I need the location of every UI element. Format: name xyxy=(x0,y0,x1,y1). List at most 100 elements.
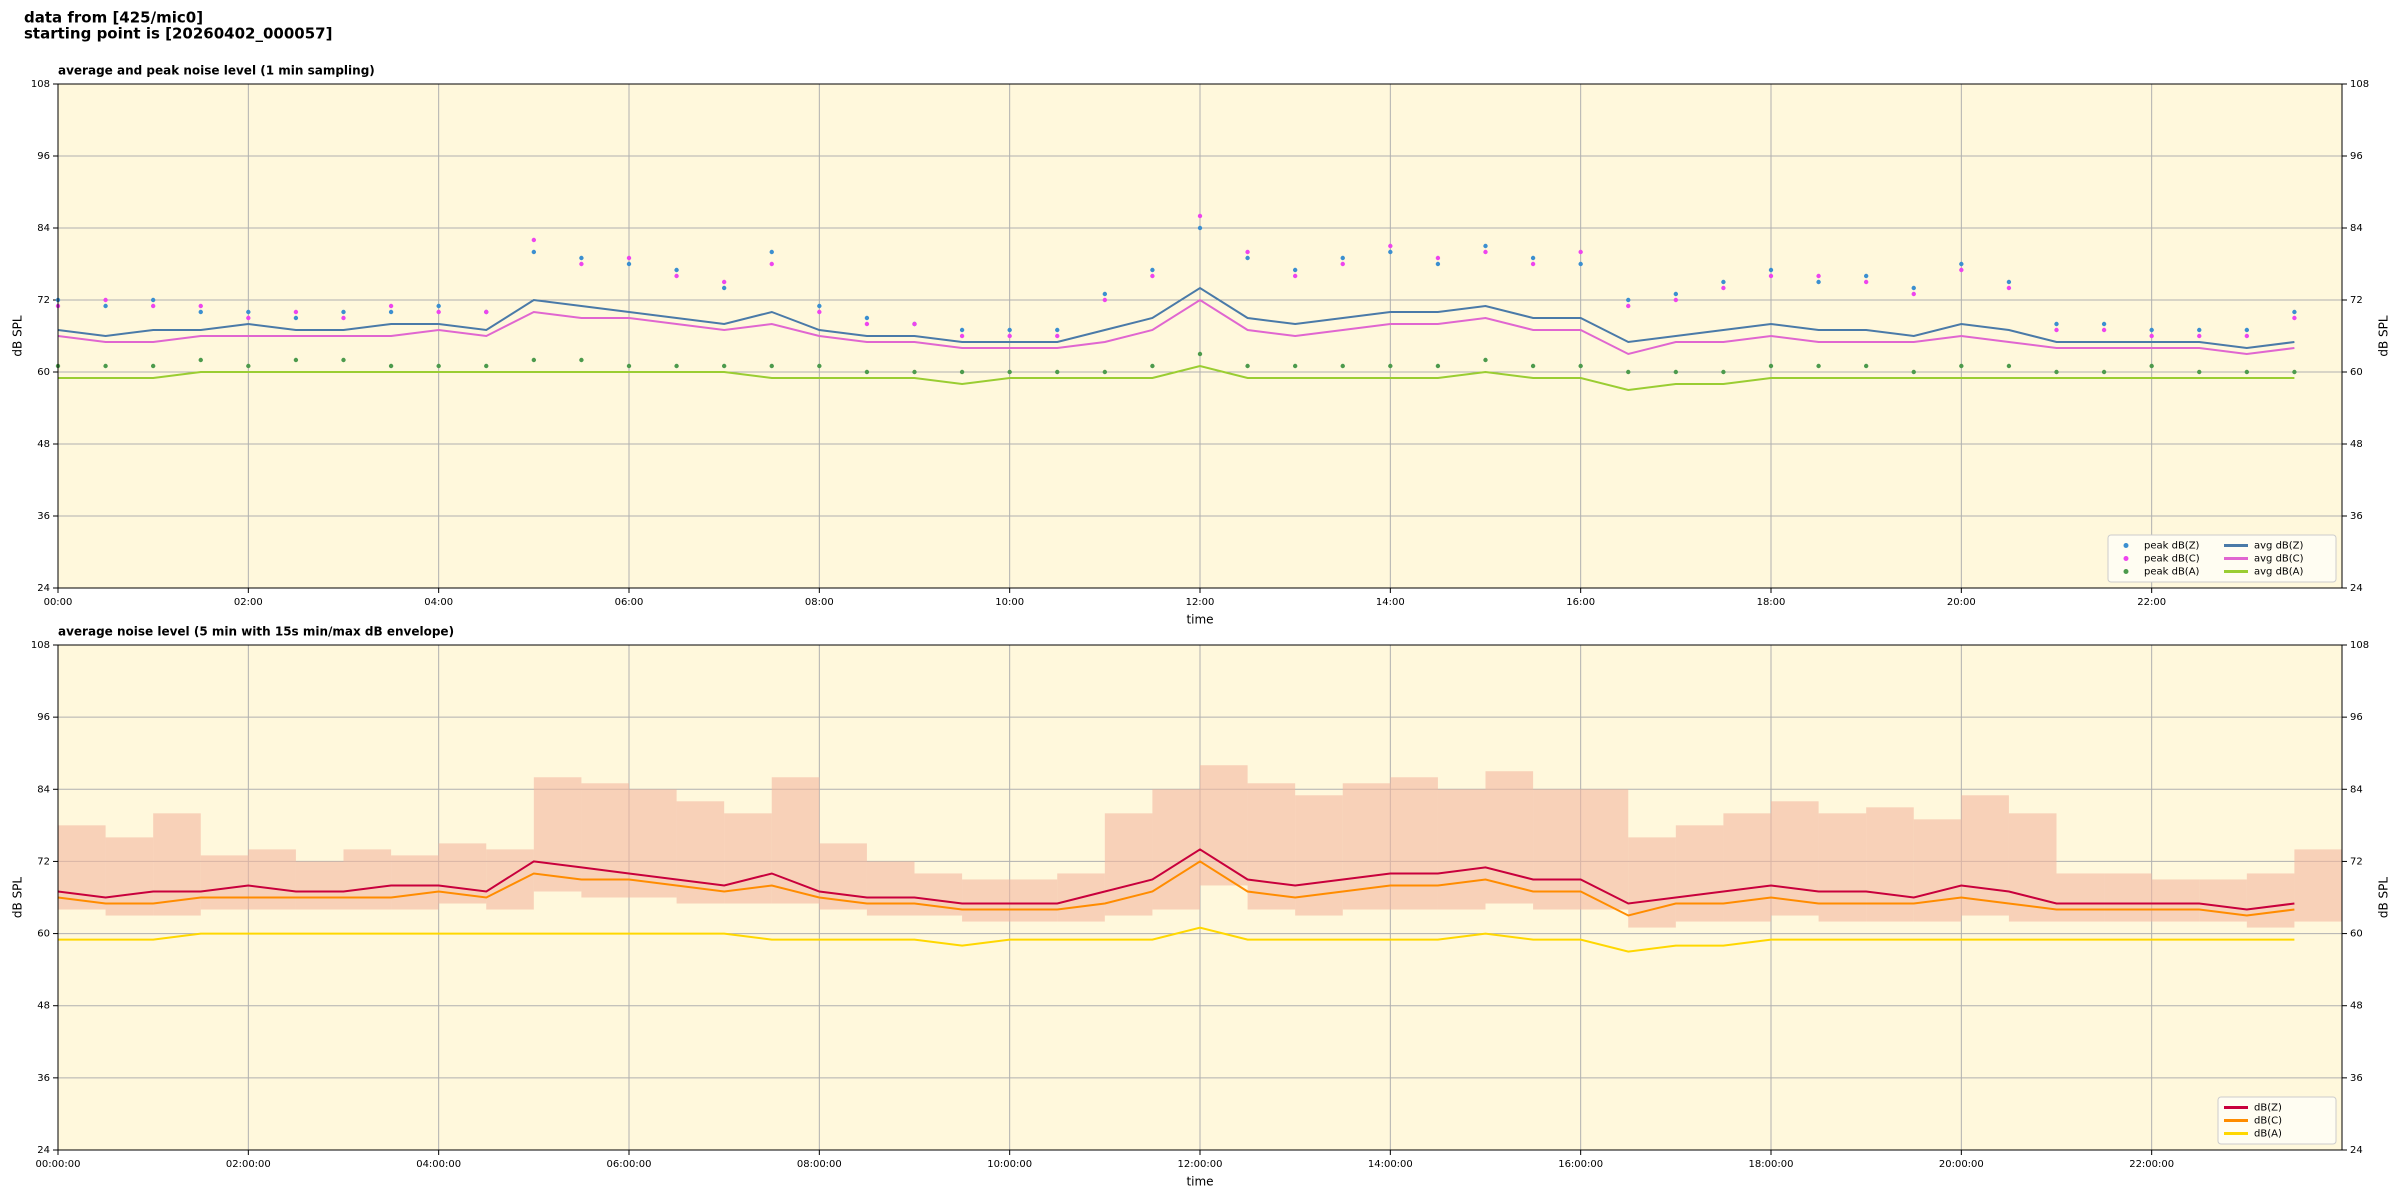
peak-point xyxy=(2149,363,2154,369)
legend-label: avg dB(Z) xyxy=(2254,541,2304,552)
y2-tick-label: 108 xyxy=(2350,79,2369,90)
peak-point xyxy=(1150,273,1155,279)
y-tick-label: 36 xyxy=(37,511,50,522)
peak-point xyxy=(1911,291,1916,297)
legend-marker xyxy=(2123,569,2129,574)
peak-point xyxy=(1483,357,1488,363)
peak-point xyxy=(674,363,679,369)
envelope-band xyxy=(1485,771,1534,904)
legend-marker xyxy=(2123,556,2129,561)
y-tick-label: 72 xyxy=(37,295,50,306)
peak-point xyxy=(2006,363,2012,369)
peak-point xyxy=(2054,321,2059,327)
peak-point xyxy=(1245,363,1250,369)
series-line xyxy=(57,848,2295,911)
y2-tick-label: 24 xyxy=(2350,1145,2363,1156)
series-line xyxy=(57,860,2295,917)
y2-tick-label: 60 xyxy=(2350,367,2363,378)
peak-point xyxy=(1388,249,1393,255)
peak-point xyxy=(103,303,108,309)
y2-tick-label: 72 xyxy=(2350,295,2363,306)
envelope-band xyxy=(1771,801,1819,916)
peak-point xyxy=(1626,303,1631,309)
peak-point xyxy=(959,327,965,333)
peak-point xyxy=(1197,225,1203,231)
peak-point xyxy=(484,363,489,369)
peak-point xyxy=(341,309,346,315)
peak-point xyxy=(1340,255,1345,261)
x-tick-label: 18:00 xyxy=(1757,597,1786,608)
peak-point xyxy=(1055,369,1060,375)
y2-tick-label: 96 xyxy=(2350,151,2363,162)
x-tick-label: 00:00 xyxy=(44,597,73,608)
x-tick-label: 10:00:00 xyxy=(987,1159,1032,1170)
peak-point xyxy=(2149,327,2154,333)
legend-label: peak dB(C) xyxy=(2144,554,2200,565)
x-tick-label: 22:00 xyxy=(2137,597,2166,608)
series-line xyxy=(57,286,2295,350)
x-tick-label: 14:00:00 xyxy=(1368,1159,1413,1170)
peak-point xyxy=(341,315,346,321)
envelope-band xyxy=(1675,825,1724,922)
envelope-band xyxy=(295,861,344,910)
peak-point xyxy=(531,357,537,363)
peak-point xyxy=(1055,327,1060,333)
envelope-band xyxy=(962,879,1010,922)
y-axis-label: dB SPL xyxy=(11,877,25,919)
peak-point xyxy=(1530,261,1536,267)
peak-point xyxy=(246,363,251,369)
peak-point xyxy=(912,369,917,375)
x-tick-label: 12:00:00 xyxy=(1178,1159,1223,1170)
peak-point xyxy=(2101,327,2107,333)
peak-point xyxy=(436,309,441,315)
peak-point xyxy=(2006,279,2012,285)
peak-point xyxy=(150,303,156,309)
peak-point xyxy=(1197,213,1203,219)
peak-point xyxy=(1578,249,1583,255)
x-tick-label: 00:00:00 xyxy=(36,1159,81,1170)
peak-point xyxy=(1197,351,1203,357)
peak-point xyxy=(769,363,774,369)
peak-point xyxy=(674,273,679,279)
peak-point xyxy=(1292,363,1298,369)
peak-point xyxy=(1055,333,1060,339)
y2-tick-label: 36 xyxy=(2350,511,2363,522)
envelope-band xyxy=(391,855,439,910)
peak-point xyxy=(150,297,156,303)
series-line xyxy=(57,298,2295,356)
series-line xyxy=(58,364,2295,392)
envelope-band xyxy=(1009,879,1058,922)
envelope-band xyxy=(200,855,249,910)
peak-point xyxy=(1007,369,1012,375)
chart-title: average noise level (5 min with 15s min/… xyxy=(58,625,454,639)
peak-point xyxy=(626,363,632,369)
peak-point xyxy=(1816,273,1821,279)
peak-point xyxy=(2244,369,2250,375)
x-tick-label: 20:00:00 xyxy=(1939,1159,1984,1170)
peak-point xyxy=(1768,363,1774,369)
peak-point xyxy=(2244,333,2250,339)
peak-point xyxy=(1721,279,1726,285)
envelope-band xyxy=(1533,789,1581,910)
peak-point xyxy=(1102,291,1108,297)
envelope-band xyxy=(1200,765,1248,886)
peak-point xyxy=(579,357,584,363)
x-tick-label: 02:00 xyxy=(234,597,263,608)
plot-frame xyxy=(57,83,2343,589)
envelope-band xyxy=(2246,873,2295,928)
envelope-band xyxy=(581,783,629,898)
peak-point xyxy=(1292,267,1298,273)
peak-point xyxy=(1530,255,1536,261)
legend-box xyxy=(2107,534,2337,583)
peak-point xyxy=(2054,327,2059,333)
header-line: starting point is [20260402_000057] xyxy=(24,25,332,43)
x-tick-label: 16:00:00 xyxy=(1558,1159,1603,1170)
envelope-band xyxy=(2056,873,2105,922)
series-line xyxy=(58,926,2295,953)
peak-point xyxy=(246,315,251,321)
y-tick-label: 84 xyxy=(37,784,50,795)
peak-point xyxy=(864,315,870,321)
peak-point xyxy=(1959,261,1964,267)
peak-point xyxy=(1959,267,1964,273)
